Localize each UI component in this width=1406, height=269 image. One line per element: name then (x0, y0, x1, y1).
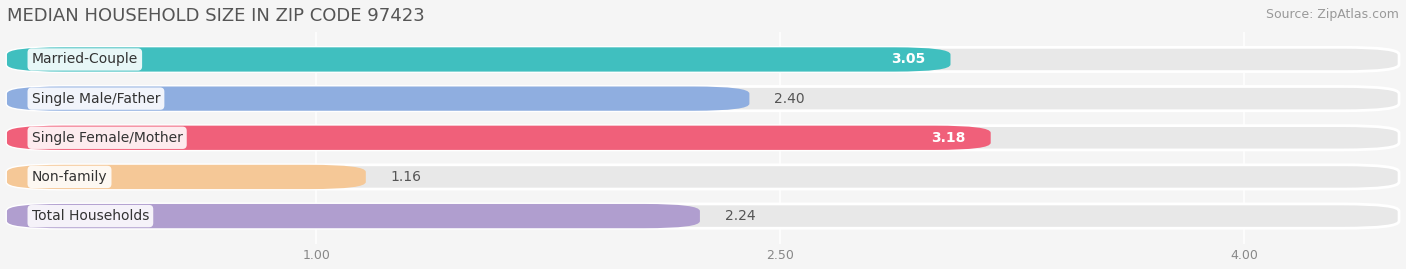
FancyBboxPatch shape (7, 47, 1399, 72)
Text: Single Male/Father: Single Male/Father (32, 92, 160, 106)
Text: 1.16: 1.16 (391, 170, 422, 184)
Text: Non-family: Non-family (32, 170, 107, 184)
Text: Total Households: Total Households (32, 209, 149, 223)
FancyBboxPatch shape (7, 86, 749, 111)
FancyBboxPatch shape (7, 204, 1399, 228)
FancyBboxPatch shape (7, 47, 950, 72)
FancyBboxPatch shape (7, 165, 1399, 189)
Text: MEDIAN HOUSEHOLD SIZE IN ZIP CODE 97423: MEDIAN HOUSEHOLD SIZE IN ZIP CODE 97423 (7, 7, 425, 25)
FancyBboxPatch shape (7, 126, 991, 150)
FancyBboxPatch shape (7, 204, 700, 228)
Text: Single Female/Mother: Single Female/Mother (32, 131, 183, 145)
Text: 3.05: 3.05 (891, 52, 925, 66)
Text: 3.18: 3.18 (932, 131, 966, 145)
FancyBboxPatch shape (7, 126, 1399, 150)
Text: 2.24: 2.24 (724, 209, 755, 223)
Text: 2.40: 2.40 (775, 92, 804, 106)
Text: Source: ZipAtlas.com: Source: ZipAtlas.com (1265, 8, 1399, 21)
FancyBboxPatch shape (7, 86, 1399, 111)
Text: Married-Couple: Married-Couple (32, 52, 138, 66)
FancyBboxPatch shape (7, 165, 366, 189)
